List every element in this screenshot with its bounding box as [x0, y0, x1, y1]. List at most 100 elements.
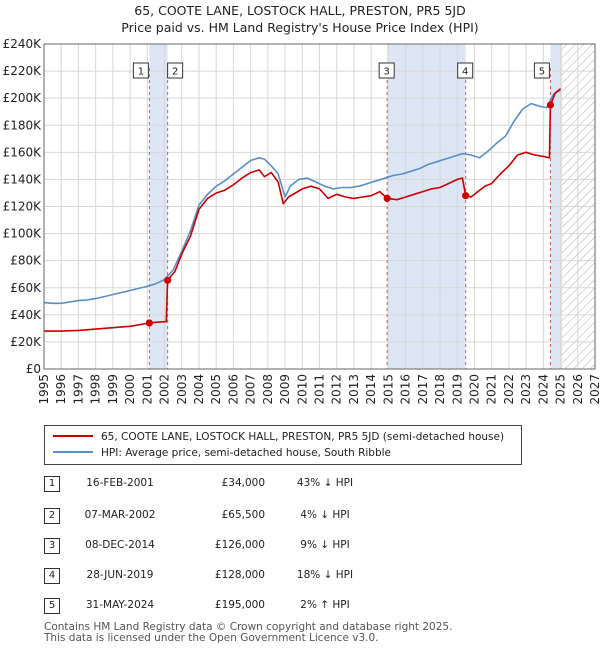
- legend-label-property: 65, COOTE LANE, LOSTOCK HALL, PRESTON, P…: [101, 431, 505, 443]
- sale-number-badge: 5: [44, 598, 60, 614]
- y-tick-label: £20K: [10, 335, 42, 349]
- legend-label-hpi: HPI: Average price, semi-detached house,…: [101, 447, 392, 459]
- sale-marker-box: [533, 62, 550, 79]
- table-row: 4 28-JUN-2019 £128,000 18% ↓ HPI: [0, 566, 600, 586]
- x-tick-label: 1999: [106, 374, 120, 405]
- table-row: 1 16-FEB-2001 £34,000 43% ↓ HPI: [0, 474, 600, 494]
- hpi-line: [44, 89, 562, 305]
- x-tick-label: 2022: [502, 374, 516, 405]
- x-tick-label: 2019: [450, 374, 464, 405]
- table-row: 2 07-MAR-2002 £65,500 4% ↓ HPI: [0, 506, 600, 526]
- x-tick-label: 2003: [175, 374, 189, 405]
- sale-marker-label: 2: [172, 67, 178, 78]
- chart-title: 65, COOTE LANE, LOSTOCK HALL, PRESTON, P…: [134, 3, 466, 18]
- sale-number-badge: 1: [44, 476, 60, 492]
- x-tick-label: 2001: [140, 374, 154, 405]
- price-paid-line: [44, 88, 562, 332]
- x-tick-label: 2018: [433, 374, 447, 405]
- x-tick-label: 1996: [54, 374, 68, 405]
- y-tick-label: £60K: [10, 281, 42, 295]
- x-tick-label: 2009: [278, 374, 292, 405]
- legend: 65, COOTE LANE, LOSTOCK HALL, PRESTON, P…: [44, 425, 522, 465]
- x-tick-label: 2027: [588, 374, 600, 405]
- y-tick-label: £220K: [3, 64, 43, 78]
- sale-price: £34,000: [221, 477, 265, 489]
- sale-price: £65,500: [221, 509, 265, 521]
- sale-hpi-diff: 18% ↓ HPI: [296, 569, 354, 581]
- table-row: 5 31-MAY-2024 £195,000 2% ↑ HPI: [0, 596, 600, 616]
- y-tick-label: £160K: [3, 145, 43, 159]
- x-tick-label: 2014: [364, 374, 378, 405]
- sale-hpi-diff: 9% ↓ HPI: [300, 539, 350, 551]
- sale-point: [145, 319, 153, 327]
- footer-license: This data is licensed under the Open Gov…: [44, 632, 379, 644]
- y-tick-label: £40K: [10, 308, 42, 322]
- y-tick-label: £140K: [3, 172, 43, 186]
- sale-hpi-diff: 2% ↑ HPI: [300, 599, 350, 611]
- sale-price: £195,000: [214, 599, 265, 611]
- sale-hpi-diff: 43% ↓ HPI: [296, 477, 354, 489]
- x-tick-label: 2025: [554, 374, 568, 405]
- legend-item-hpi: HPI: Average price, semi-detached house,…: [53, 447, 391, 459]
- y-tick-label: £80K: [10, 254, 42, 268]
- price-chart: 1 2 3 4 5 £0 £20K £40K £60K £80K £100K £120K £140K £…: [3, 37, 600, 405]
- sale-date: 31-MAY-2024: [85, 599, 155, 611]
- y-tick-label: £200K: [3, 91, 43, 105]
- sale-marker-box: [132, 62, 149, 79]
- x-tick-label: 2012: [330, 374, 344, 405]
- x-tick-label: 2021: [485, 374, 499, 405]
- x-tick-label: 2010: [295, 374, 309, 405]
- sale-price: £126,000: [214, 539, 265, 551]
- x-tick-label: 1998: [89, 374, 103, 405]
- x-tick-label: 2026: [571, 374, 585, 405]
- sale-marker-box: [457, 62, 474, 79]
- x-tick-label: 2020: [467, 374, 481, 405]
- y-tick-label: £180K: [3, 118, 43, 132]
- x-tick-label: 2017: [416, 374, 430, 405]
- sale-marker-label: 5: [539, 67, 545, 78]
- sale-marker-box: [378, 62, 395, 79]
- x-tick-label: 1995: [37, 374, 51, 405]
- x-tick-label: 2013: [347, 374, 361, 405]
- x-tick-label: 2007: [244, 374, 258, 405]
- sale-number-badge: 2: [44, 508, 60, 524]
- x-tick-label: 2005: [209, 374, 223, 405]
- x-tick-label: 2011: [313, 374, 327, 405]
- sale-marker-label: 1: [138, 67, 144, 78]
- x-tick-label: 1997: [71, 374, 85, 405]
- sale-date: 28-JUN-2019: [86, 569, 154, 581]
- sale-hpi-diff: 4% ↓ HPI: [300, 509, 350, 521]
- footer-copyright: Contains HM Land Registry data © Crown c…: [44, 621, 453, 633]
- sale-marker-label: 3: [383, 67, 389, 78]
- sale-marker-label: 4: [462, 67, 468, 78]
- legend-swatch-property: [53, 435, 93, 437]
- sale-point: [383, 194, 391, 202]
- sale-date: 07-MAR-2002: [84, 509, 156, 521]
- y-tick-label: £0: [26, 362, 41, 376]
- x-tick-label: 2016: [399, 374, 413, 405]
- sale-point: [164, 276, 172, 284]
- plot-frame: [43, 43, 596, 370]
- table-row: 3 08-DEC-2014 £126,000 9% ↓ HPI: [0, 536, 600, 556]
- x-tick-label: 2008: [261, 374, 275, 405]
- y-tick-label: £100K: [3, 227, 43, 241]
- chart-subtitle: Price paid vs. HM Land Registry's House …: [121, 20, 479, 35]
- sale-number-badge: 3: [44, 538, 60, 554]
- sale-date: 16-FEB-2001: [86, 477, 154, 489]
- x-tick-label: 2004: [192, 374, 206, 405]
- x-tick-label: 2024: [536, 374, 550, 405]
- sale-number-badge: 4: [44, 568, 60, 584]
- sale-point: [546, 101, 555, 109]
- sale-marker-box: [167, 62, 184, 79]
- sale-price: £128,000: [214, 569, 265, 581]
- x-tick-label: 2023: [519, 374, 533, 405]
- x-tick-label: 2002: [158, 374, 172, 405]
- x-tick-label: 2015: [381, 374, 395, 405]
- sale-point: [462, 192, 470, 200]
- y-tick-label: £120K: [3, 200, 43, 214]
- legend-item-property: 65, COOTE LANE, LOSTOCK HALL, PRESTON, P…: [53, 431, 504, 443]
- legend-swatch-hpi: [53, 451, 93, 453]
- sale-date: 08-DEC-2014: [85, 539, 155, 551]
- x-tick-label: 2006: [226, 374, 240, 405]
- x-tick-label: 2000: [123, 374, 137, 405]
